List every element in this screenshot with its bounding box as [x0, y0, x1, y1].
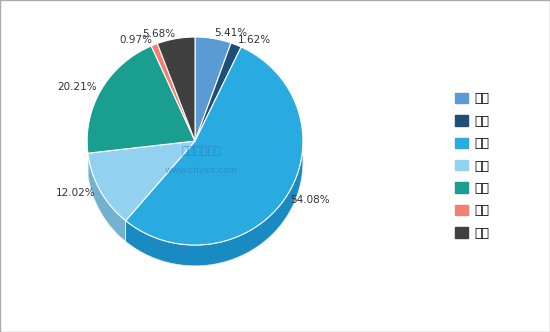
Text: 20.21%: 20.21% [57, 82, 97, 92]
Text: 5.41%: 5.41% [214, 28, 248, 39]
Polygon shape [87, 142, 88, 174]
Polygon shape [88, 141, 195, 221]
Polygon shape [195, 37, 231, 141]
Text: 12.02%: 12.02% [56, 188, 95, 198]
Legend: 华北, 东北, 华东, 华中, 华南, 西南, 西北: 华北, 东北, 华东, 华中, 华南, 西南, 西北 [450, 87, 494, 245]
Text: www.chyxx.com: www.chyxx.com [165, 166, 238, 175]
Polygon shape [88, 153, 125, 241]
Polygon shape [125, 47, 303, 245]
Polygon shape [151, 43, 195, 141]
Text: 5.68%: 5.68% [142, 29, 175, 39]
Text: 54.08%: 54.08% [290, 195, 330, 205]
Polygon shape [87, 46, 195, 153]
Text: 中国产业信息: 中国产业信息 [182, 146, 221, 156]
Polygon shape [125, 143, 303, 266]
Text: 1.62%: 1.62% [238, 35, 271, 45]
Polygon shape [195, 43, 241, 141]
Ellipse shape [87, 58, 303, 266]
Polygon shape [157, 37, 195, 141]
Text: 0.97%: 0.97% [119, 35, 152, 45]
